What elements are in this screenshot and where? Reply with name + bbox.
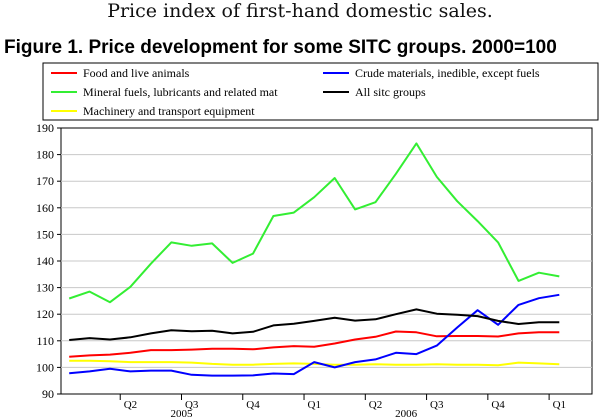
legend-label: All sitc groups — [355, 85, 426, 99]
x-tick-label: Q3 — [430, 399, 444, 411]
x-year-label: 2005 — [170, 408, 193, 420]
series-lines — [68, 142, 560, 377]
y-axis: 90 100 110 120 130 140 150 160 170 180 190 — [36, 121, 61, 401]
x-tick-label: Q4 — [246, 399, 260, 411]
series-line-0 — [69, 330, 560, 358]
series-line-2 — [69, 359, 560, 367]
legend-label: Machinery and transport equipment — [83, 104, 255, 118]
y-tick-label: 180 — [36, 148, 54, 162]
y-tick-label: 130 — [36, 281, 54, 295]
x-tick-label: Q3 — [185, 399, 199, 411]
y-tick-label: 120 — [36, 307, 54, 321]
figure-title: Figure 1. Price development for some SIT… — [4, 37, 557, 58]
y-tick-label: 150 — [36, 227, 54, 241]
x-tick-label: Q4 — [491, 399, 505, 411]
legend-label: Food and live animals — [83, 66, 190, 80]
y-tick-label: 110 — [36, 334, 54, 348]
y-tick-label: 160 — [36, 201, 54, 215]
series-line-4 — [69, 308, 560, 341]
y-tick-label: 170 — [36, 174, 54, 188]
legend-box — [42, 62, 599, 121]
x-tick-label: Q1 — [553, 399, 566, 411]
series-line-3 — [69, 293, 560, 377]
legend-label: Crude materials, inedible, except fuels — [355, 66, 540, 80]
legend-label: Mineral fuels, lubricants and related ma… — [83, 85, 278, 99]
x-tick-label: Q1 — [308, 399, 321, 411]
y-tick-label: 190 — [36, 121, 54, 135]
y-tick-label: 100 — [36, 360, 54, 374]
page-caption: Price index of first-hand domestic sales… — [107, 0, 493, 22]
y-tick-label: 140 — [36, 254, 54, 268]
grid — [61, 154, 592, 368]
legend: Food and live animals Crude materials, in… — [51, 66, 540, 118]
x-axis: Q2 Q3 Q4 Q1 Q2 Q3 Q4 Q1 2005 2006 — [119, 394, 566, 420]
x-tick-label: Q2 — [124, 399, 137, 411]
x-year-label: 2006 — [395, 408, 418, 420]
y-tick-label: 90 — [42, 387, 54, 401]
x-tick-label: Q2 — [369, 399, 382, 411]
series-line-1 — [68, 142, 560, 304]
